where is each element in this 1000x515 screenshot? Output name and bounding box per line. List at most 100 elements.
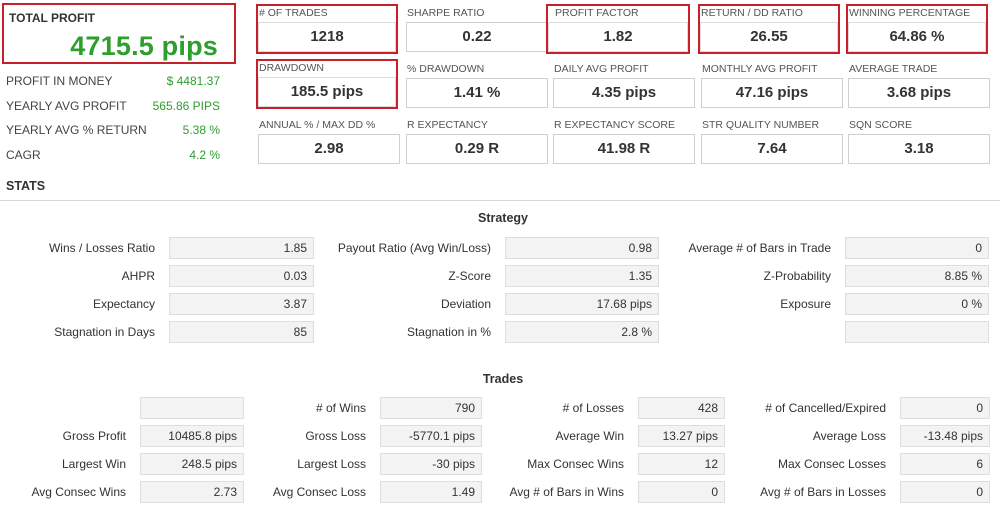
total-profit-label: TOTAL PROFIT — [9, 11, 95, 25]
cagr-row: CAGR 4.2 % — [6, 148, 220, 173]
metric-return-dd-ratio: RETURN / DD RATIO 26.55 — [698, 4, 840, 54]
metric-value: 7.64 — [701, 134, 843, 164]
metric-value: 2.98 — [258, 134, 400, 164]
metric-winning-percentage: WINNING PERCENTAGE 64.86 % — [846, 4, 988, 54]
strategy-label: Expectancy — [92, 297, 155, 311]
strategy-value: 17.68 pips — [505, 293, 659, 315]
metric-sharpe-ratio: SHARPE RATIO 0.22 — [406, 6, 548, 52]
metric-label: DAILY AVG PROFIT — [554, 63, 649, 75]
trades-value: 1.49 — [380, 481, 482, 503]
metric-label: RETURN / DD RATIO — [701, 7, 803, 19]
metric-label: R EXPECTANCY SCORE — [554, 119, 675, 131]
stat-value: 4.2 % — [189, 147, 220, 162]
metric-value: 1.82 — [548, 22, 688, 52]
strategy-label: Z-Score — [448, 269, 491, 283]
metric-monthly-avg-profit: MONTHLY AVG PROFIT 47.16 pips — [701, 62, 843, 108]
strategy-label — [663, 321, 831, 343]
trades-label: Avg Consec Loss — [272, 485, 366, 499]
trades-label: Avg Consec Wins — [31, 485, 126, 499]
trades-label: # of Cancelled/Expired — [765, 401, 886, 415]
trades-value: 790 — [380, 397, 482, 419]
metric-label: WINNING PERCENTAGE — [849, 7, 971, 19]
strategy-label: Deviation — [440, 297, 491, 311]
trades-value: 2.73 — [140, 481, 244, 503]
metric-value: 3.68 pips — [848, 78, 990, 108]
trades-heading: Trades — [482, 372, 524, 386]
stat-value: 565.86 PIPS — [152, 98, 220, 113]
trades-value: -13.48 pips — [900, 425, 990, 447]
trades-value: 0 — [900, 481, 990, 503]
metric-label: # OF TRADES — [259, 7, 328, 19]
metric-value: 0.22 — [406, 22, 548, 52]
trades-label: Average Loss — [812, 429, 886, 443]
strategy-label: Average # of Bars in Trade — [688, 241, 831, 255]
metric-label: SQN SCORE — [849, 119, 913, 131]
strategy-heading: Strategy — [477, 211, 529, 225]
strategy-value: 0.98 — [505, 237, 659, 259]
strategy-label: Z-Probability — [763, 269, 831, 283]
metric-sqn-score: SQN SCORE 3.18 — [848, 118, 990, 164]
trades-value: 0 — [900, 397, 990, 419]
trades-value: 10485.8 pips — [140, 425, 244, 447]
trades-value — [140, 397, 244, 419]
strategy-label: Stagnation in % — [406, 325, 491, 339]
metric-value: 47.16 pips — [701, 78, 843, 108]
strategy-value: 3.87 — [169, 293, 314, 315]
trades-label: # of Losses — [562, 401, 624, 415]
metric-number-of-trades: # OF TRADES 1218 — [256, 4, 398, 54]
metric-daily-avg-profit: DAILY AVG PROFIT 4.35 pips — [553, 62, 695, 108]
strategy-label: Exposure — [780, 297, 831, 311]
yearly-avg-profit-row: YEARLY AVG PROFIT 565.86 PIPS — [6, 99, 220, 124]
stats-divider — [0, 200, 1000, 201]
metric-value: 4.35 pips — [553, 78, 695, 108]
metric-r-expectancy: R EXPECTANCY 0.29 R — [406, 118, 548, 164]
trades-label: Max Consec Wins — [527, 457, 624, 471]
trades-value: 0 — [638, 481, 725, 503]
trades-label: Largest Loss — [297, 457, 366, 471]
stat-label: CAGR — [6, 147, 41, 162]
metric-label: SHARPE RATIO — [407, 7, 485, 19]
metric-profit-factor: PROFIT FACTOR 1.82 — [546, 4, 690, 54]
metric-label: ANNUAL % / MAX DD % — [259, 119, 376, 131]
trades-label: Gross Loss — [305, 429, 366, 443]
strategy-label: Wins / Losses Ratio — [48, 241, 155, 255]
metric-label: PROFIT FACTOR — [555, 7, 639, 19]
metric-value: 41.98 R — [553, 134, 695, 164]
strategy-value: 85 — [169, 321, 314, 343]
metric-drawdown: DRAWDOWN 185.5 pips — [256, 59, 398, 109]
strategy-label: AHPR — [121, 269, 155, 283]
metric-label: MONTHLY AVG PROFIT — [702, 63, 818, 75]
metric-value: 1.41 % — [406, 78, 548, 108]
trades-label: Max Consec Losses — [777, 457, 886, 471]
trades-value: 12 — [638, 453, 725, 475]
strategy-value — [845, 321, 989, 343]
metric-percent-drawdown: % DRAWDOWN 1.41 % — [406, 62, 548, 108]
trades-label: Largest Win — [61, 457, 126, 471]
stat-value: 5.38 % — [182, 123, 220, 137]
metric-r-expectancy-score: R EXPECTANCY SCORE 41.98 R — [553, 118, 695, 164]
profit-in-money-row: PROFIT IN MONEY $ 4481.37 — [6, 74, 220, 99]
metric-label: R EXPECTANCY — [407, 119, 488, 131]
trades-label: Average Win — [555, 429, 624, 443]
metric-value: 0.29 R — [406, 134, 548, 164]
trades-value: 248.5 pips — [140, 453, 244, 475]
strategy-value: 1.85 — [169, 237, 314, 259]
metric-label: % DRAWDOWN — [407, 63, 485, 75]
metric-value: 26.55 — [700, 22, 838, 52]
metric-label: DRAWDOWN — [259, 62, 324, 74]
metric-label: STR QUALITY NUMBER — [702, 119, 820, 131]
stat-label: YEARLY AVG % RETURN — [6, 123, 147, 137]
summary-stats: PROFIT IN MONEY $ 4481.37 YEARLY AVG PRO… — [6, 74, 220, 172]
trades-label: Avg # of Bars in Wins — [509, 485, 625, 499]
trades-value: -30 pips — [380, 453, 482, 475]
strategy-label: Payout Ratio (Avg Win/Loss) — [337, 241, 491, 255]
metric-annual-max-dd: ANNUAL % / MAX DD % 2.98 — [258, 118, 400, 164]
trades-label: Avg # of Bars in Losses — [760, 485, 886, 499]
strategy-value: 0 — [845, 237, 989, 259]
trades-label: # of Wins — [315, 401, 366, 415]
stat-value: $ 4481.37 — [166, 74, 220, 88]
metric-average-trade: AVERAGE TRADE 3.68 pips — [848, 62, 990, 108]
metric-str-quality-number: STR QUALITY NUMBER 7.64 — [701, 118, 843, 164]
strategy-value: 8.85 % — [845, 265, 989, 287]
trades-label: Gross Profit — [62, 429, 126, 443]
